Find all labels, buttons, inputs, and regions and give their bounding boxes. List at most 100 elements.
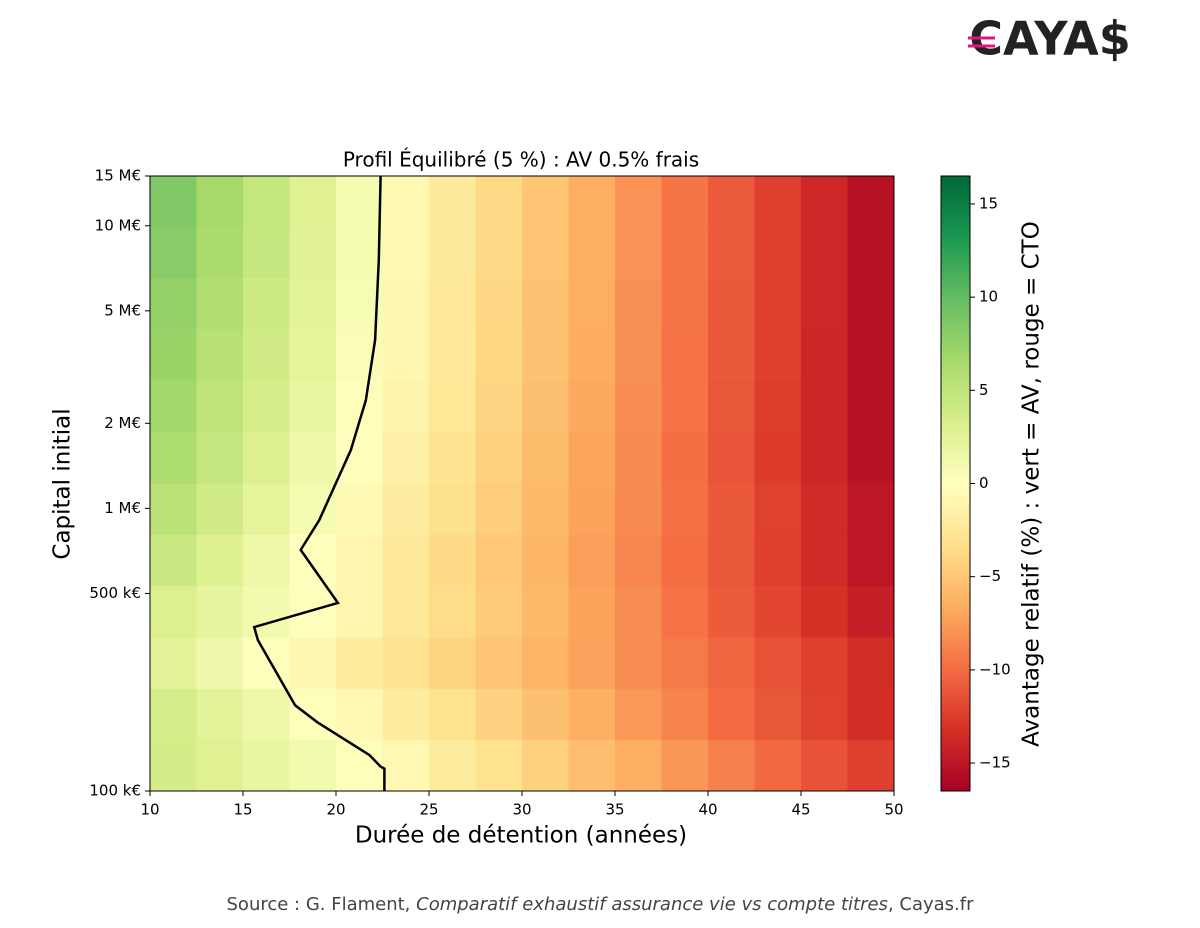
heatmap-cell xyxy=(150,176,197,227)
heatmap-cell xyxy=(568,176,616,227)
heatmap-cell xyxy=(243,380,290,433)
x-tick-label: 40 xyxy=(698,801,717,819)
heatmap-cell xyxy=(243,226,290,279)
heatmap-cell xyxy=(243,176,290,227)
heatmap-cell xyxy=(847,226,895,279)
y-tick-label: 500 k€ xyxy=(89,584,141,602)
heatmap-cell xyxy=(708,688,755,741)
heatmap-cell xyxy=(568,482,616,535)
heatmap-cell xyxy=(522,176,569,227)
heatmap-cell xyxy=(150,328,197,381)
heatmap-cell xyxy=(661,380,709,433)
x-axis-label: Durée de détention (années) xyxy=(355,823,687,849)
heatmap-cell xyxy=(615,328,662,381)
heatmap-cell xyxy=(661,636,709,689)
heatmap-cell xyxy=(289,482,337,535)
heatmap-cell xyxy=(661,534,709,587)
heatmap-cell xyxy=(708,739,755,792)
heatmap-cell xyxy=(847,482,895,535)
heatmap-cell xyxy=(289,739,337,792)
x-tick-label: 15 xyxy=(233,801,252,819)
heatmap-cell xyxy=(847,277,895,330)
heatmap-cell xyxy=(336,176,383,227)
heatmap-cell xyxy=(475,226,523,279)
logo: CAYA$ xyxy=(968,12,1131,66)
heatmap-cell xyxy=(708,277,755,330)
heatmap-cell xyxy=(615,688,662,741)
heatmap-cell xyxy=(475,380,523,433)
heatmap-cell xyxy=(150,482,197,535)
heatmap-cell xyxy=(754,534,802,587)
heatmap-cell xyxy=(708,176,755,227)
heatmap-cell xyxy=(801,431,848,484)
heatmap-cell xyxy=(475,482,523,535)
heatmap-cell xyxy=(708,482,755,535)
heatmap-cell xyxy=(615,277,662,330)
y-tick-label: 1 M€ xyxy=(104,499,141,517)
heatmap-cell xyxy=(847,739,895,792)
heatmap-cell xyxy=(801,482,848,535)
heatmap-cell xyxy=(847,176,895,227)
heatmap-cell xyxy=(522,482,569,535)
heatmap-cell xyxy=(382,380,430,433)
heatmap-cell xyxy=(801,636,848,689)
heatmap-cell xyxy=(754,482,802,535)
x-tick-label: 20 xyxy=(326,801,345,819)
heatmap-cell xyxy=(615,226,662,279)
heatmap-cell xyxy=(243,328,290,381)
heatmap-cell xyxy=(150,688,197,741)
heatmap-cell xyxy=(289,277,337,330)
colorbar-tick-label: 5 xyxy=(979,381,989,399)
heatmap-cell xyxy=(661,739,709,792)
y-axis-label: Capital initial xyxy=(50,408,76,559)
heatmap-cell xyxy=(568,636,616,689)
heatmap-cell xyxy=(382,482,430,535)
heatmap-cell xyxy=(382,431,430,484)
heatmap-cell xyxy=(429,534,476,587)
heatmap-cell xyxy=(801,277,848,330)
heatmap-cell xyxy=(196,636,244,689)
colorbar-tick-label: 0 xyxy=(979,474,989,492)
heatmap-cell xyxy=(429,688,476,741)
heatmap-cell xyxy=(336,585,383,638)
heatmap-cell xyxy=(568,431,616,484)
heatmap-cell xyxy=(196,482,244,535)
heatmap-cell xyxy=(196,226,244,279)
heatmap-cell xyxy=(382,636,430,689)
heatmap-cell xyxy=(382,176,430,227)
heatmap-cell xyxy=(568,277,616,330)
heatmap-cell xyxy=(289,636,337,689)
heatmap-cell xyxy=(754,176,802,227)
heatmap-cell xyxy=(801,585,848,638)
heatmap-cell xyxy=(475,636,523,689)
heatmap-cell xyxy=(150,431,197,484)
heatmap-cell xyxy=(615,739,662,792)
heatmap-cell xyxy=(289,688,337,741)
heatmap-cell xyxy=(661,688,709,741)
heatmap-cell xyxy=(801,380,848,433)
heatmap-cell xyxy=(568,585,616,638)
heatmap-cell xyxy=(382,328,430,381)
heatmap-cell xyxy=(754,431,802,484)
heatmap-cell xyxy=(243,585,290,638)
heatmap-cell xyxy=(754,328,802,381)
heatmap-cell xyxy=(382,277,430,330)
heatmap-cell xyxy=(382,585,430,638)
heatmap-cell xyxy=(522,688,569,741)
heatmap-cell xyxy=(615,482,662,535)
x-tick-label: 50 xyxy=(884,801,903,819)
heatmap-cell xyxy=(475,585,523,638)
heatmap-cell xyxy=(336,534,383,587)
heatmap-cell xyxy=(522,431,569,484)
colorbar-tick-label: −15 xyxy=(979,754,1011,772)
heatmap-cell xyxy=(661,431,709,484)
heatmap-cell xyxy=(429,380,476,433)
heatmap-cell xyxy=(754,739,802,792)
x-tick-label: 10 xyxy=(140,801,159,819)
x-tick-label: 30 xyxy=(512,801,531,819)
heatmap-cell xyxy=(847,431,895,484)
heatmap-cell xyxy=(615,636,662,689)
heatmap-cell xyxy=(336,431,383,484)
y-tick-label: 5 M€ xyxy=(104,301,141,319)
